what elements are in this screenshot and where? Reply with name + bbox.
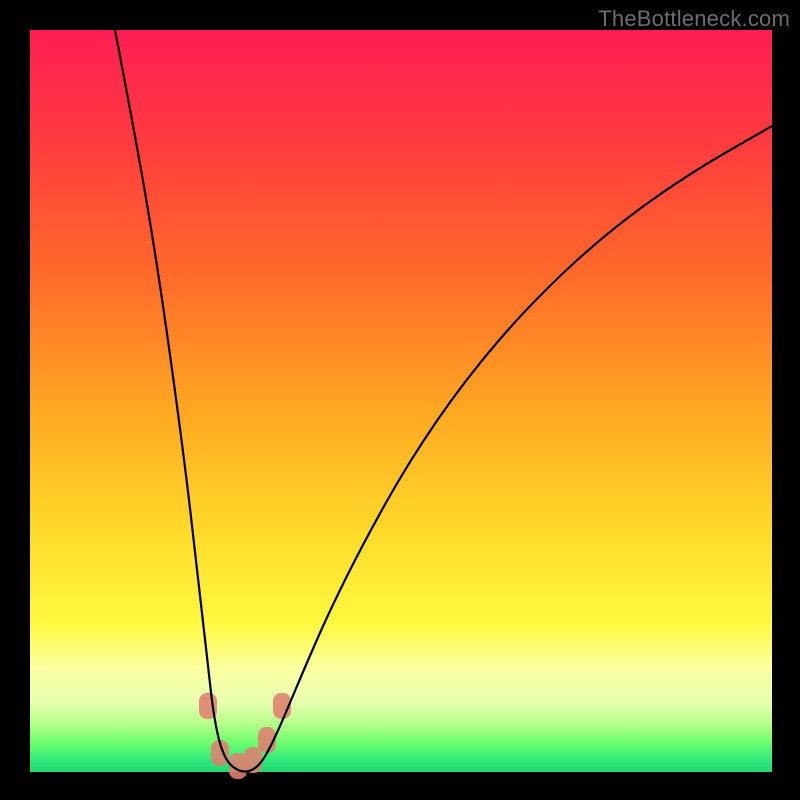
chart-svg [0,0,800,800]
plot-background [30,30,772,772]
chart-canvas [0,0,800,800]
watermark-text: TheBottleneck.com [598,6,790,32]
